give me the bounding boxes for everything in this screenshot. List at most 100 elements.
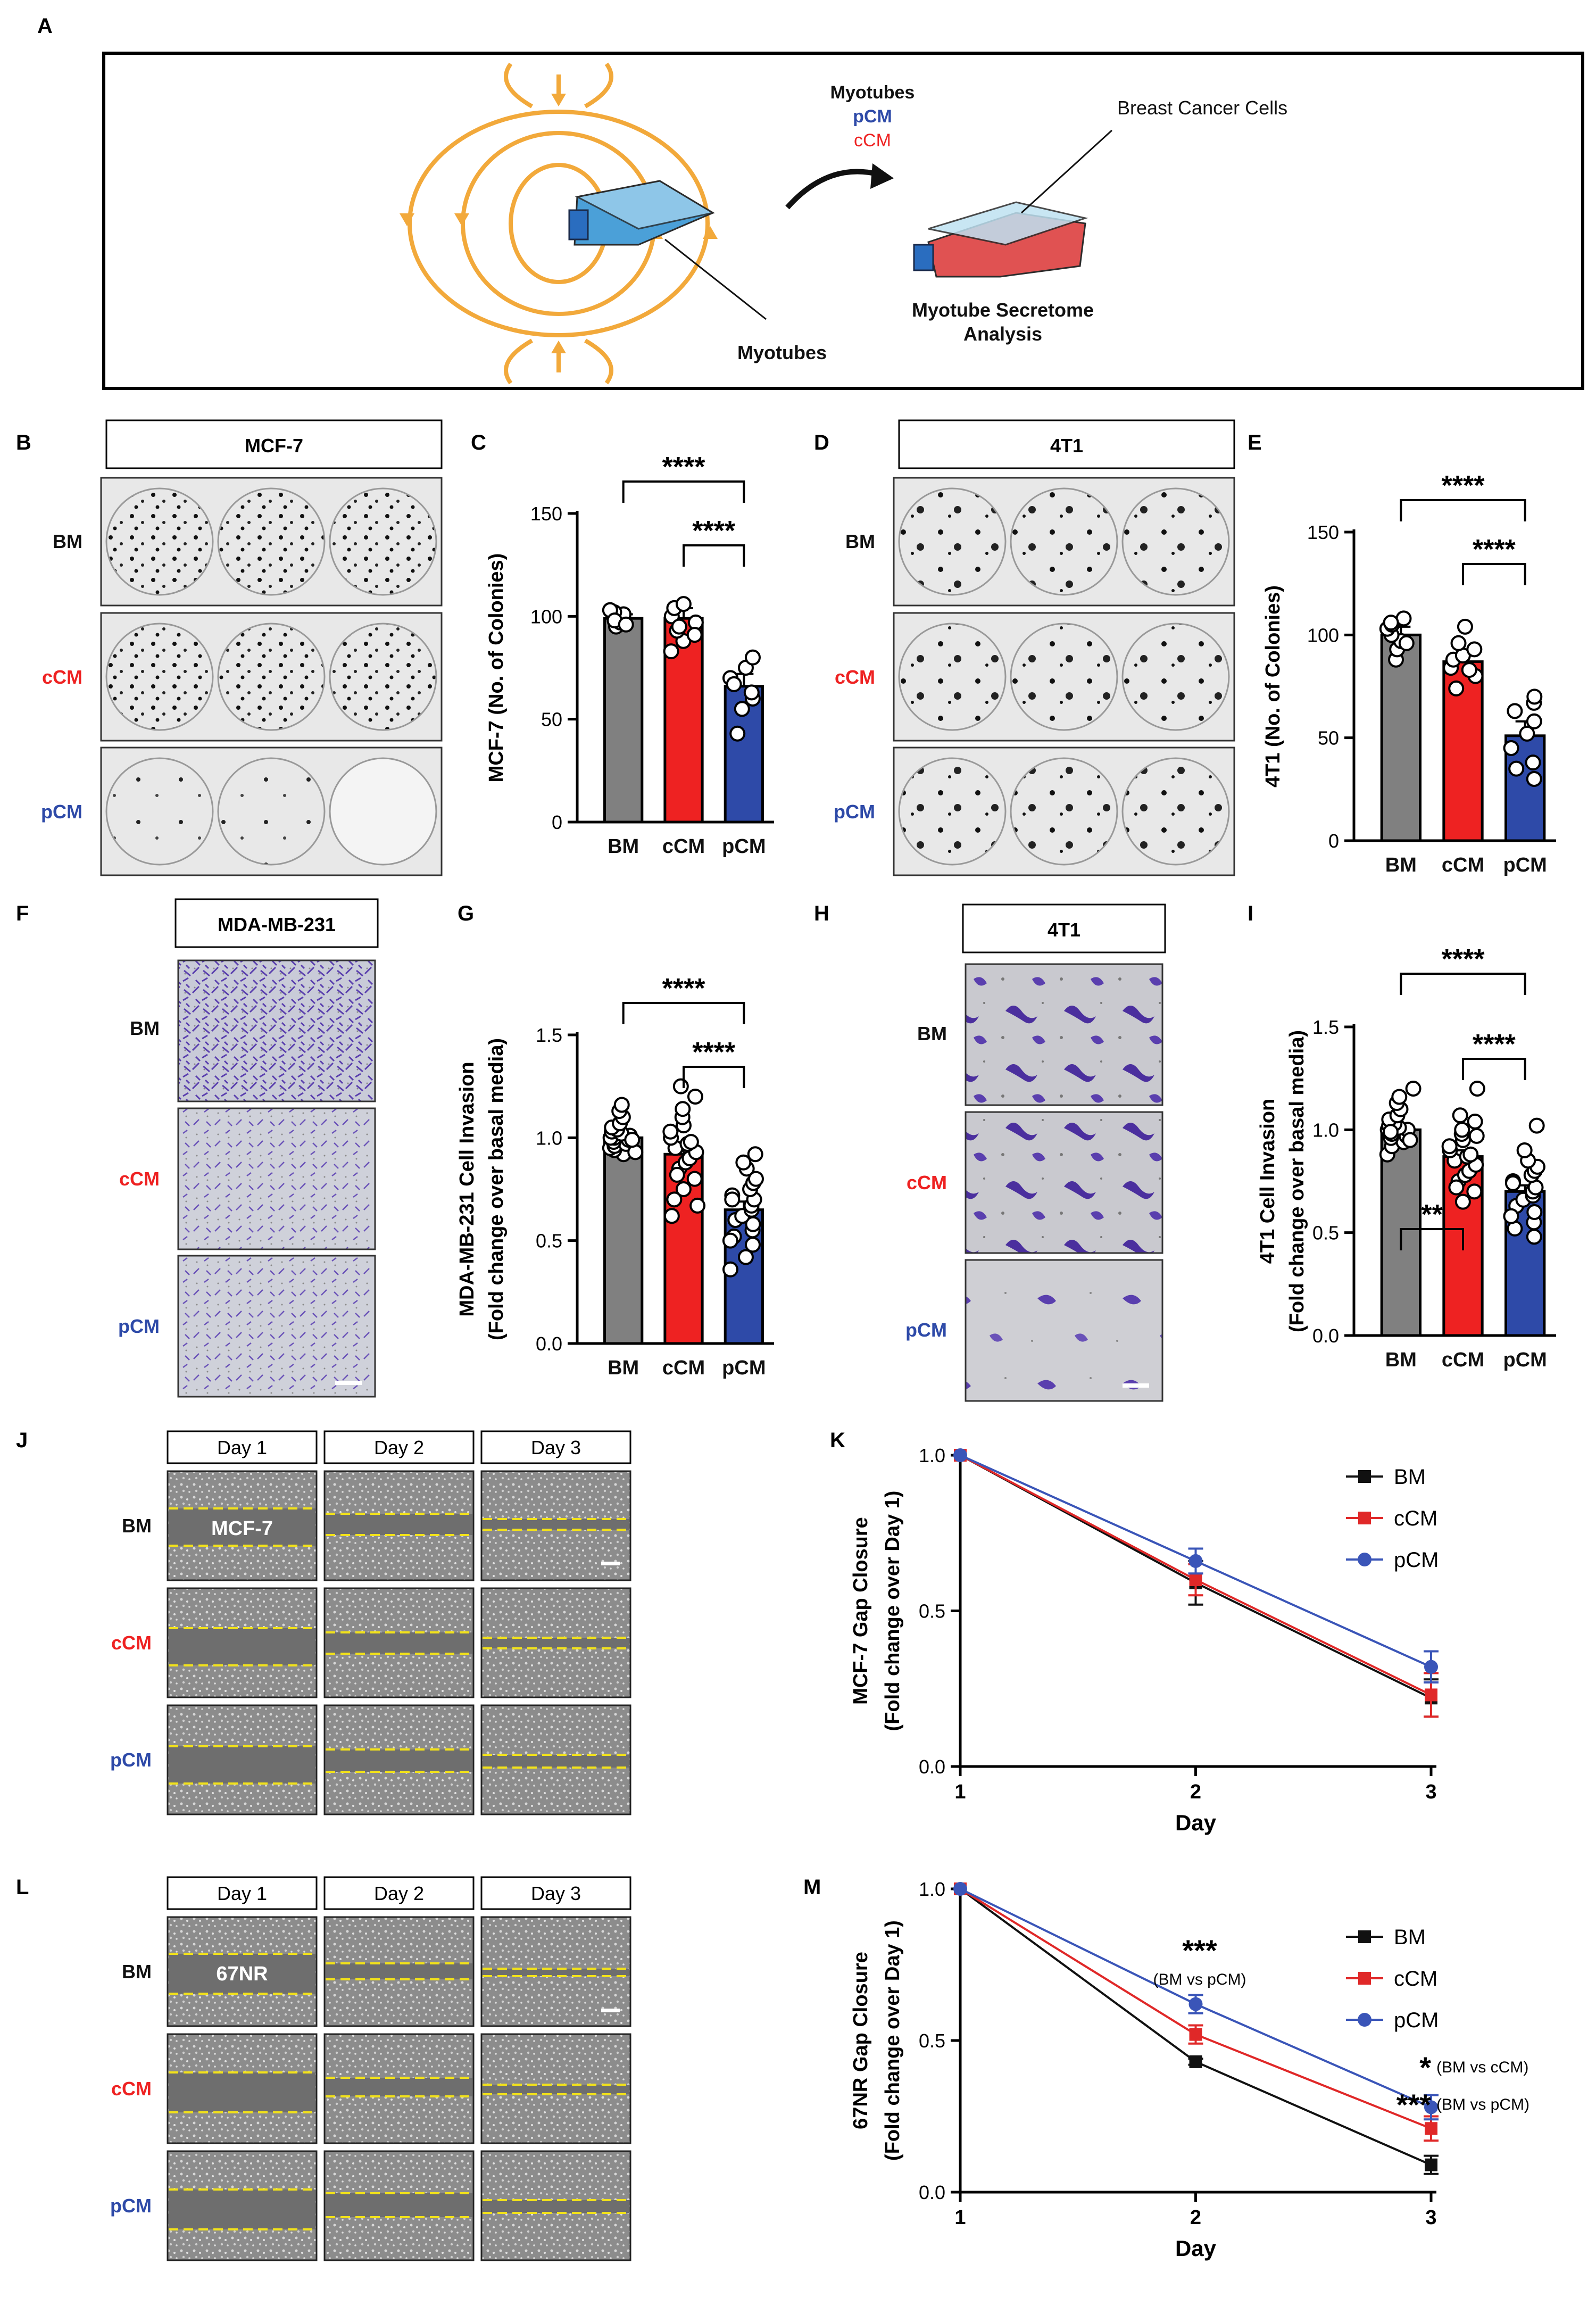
panel-label-B: B xyxy=(16,431,31,454)
data-point-cCM xyxy=(1441,1138,1458,1155)
schematic-analysis-line1: Myotube Secretome xyxy=(912,299,1094,321)
data-point-BM xyxy=(1391,1089,1408,1105)
title-F: MDA-MB-231 xyxy=(218,914,336,935)
x-axis-label: Day xyxy=(1175,1810,1217,1835)
marker-cCM xyxy=(1189,1573,1202,1586)
marker-pCM xyxy=(1424,2100,1438,2114)
panel-label-A: A xyxy=(37,14,53,38)
row-label-cCM-H: cCM xyxy=(907,1172,947,1193)
y-tick-label: 0.0 xyxy=(919,2182,945,2203)
y-tick-label: 50 xyxy=(1318,727,1339,749)
data-point-cCM xyxy=(686,627,703,643)
y-tick-label: 0.0 xyxy=(1312,1325,1339,1347)
data-point-cCM xyxy=(1462,1146,1479,1163)
data-point-pCM xyxy=(1503,740,1519,756)
bar-BM xyxy=(1380,633,1422,842)
data-point-cCM xyxy=(683,1134,699,1150)
y-tick-label: 1.0 xyxy=(536,1127,562,1149)
y-tick-label: 0.5 xyxy=(919,2030,945,2052)
schematic-myotubes-header: Myotubes xyxy=(830,82,915,103)
data-point-cCM xyxy=(1466,1183,1483,1200)
title-B: MCF-7 xyxy=(245,435,303,457)
row-label-pCM-J: pCM xyxy=(110,1749,152,1771)
scale-bar-F xyxy=(335,1381,362,1385)
panel-label-H: H xyxy=(814,902,829,925)
x-tick-label: 2 xyxy=(1190,2207,1201,2229)
data-point-pCM xyxy=(1526,689,1543,705)
scale-bar-J xyxy=(601,1562,620,1565)
row-label-BM-B: BM xyxy=(53,530,82,552)
panel-label-F: F xyxy=(16,902,29,925)
y-tick-label: 0.5 xyxy=(1312,1222,1339,1244)
data-point-pCM xyxy=(1526,1229,1542,1245)
data-point-BM xyxy=(624,1132,641,1148)
significance-stars: **** xyxy=(1473,534,1516,565)
y-axis-label: MCF-7 (No. of Colonies) xyxy=(485,553,508,783)
data-point-pCM xyxy=(1508,760,1525,777)
bar-BM xyxy=(603,1136,644,1345)
legend-marker-BM xyxy=(1358,1930,1371,1943)
x-tick-label-BM: BM xyxy=(608,1357,639,1379)
schematic-myotubes-label: Myotubes xyxy=(737,342,827,363)
cell-label-L: 67NR xyxy=(216,1963,268,1985)
data-point-cCM xyxy=(1467,1113,1483,1130)
y-tick-label: 100 xyxy=(1307,624,1339,646)
data-point-pCM xyxy=(735,1154,752,1171)
data-point-pCM xyxy=(1526,1204,1543,1220)
data-point-pCM xyxy=(1519,725,1535,742)
data-point-pCM xyxy=(724,1191,741,1208)
transfer-arrowhead xyxy=(870,163,894,189)
row-label-cCM-J: cCM xyxy=(111,1632,152,1654)
myotube-flask-icon xyxy=(568,180,716,246)
data-point-pCM xyxy=(747,1171,764,1187)
y-axis-label-line2: (Fold change over Day 1) xyxy=(882,1491,904,1731)
title-box-D xyxy=(898,419,1235,469)
marker-pCM xyxy=(953,1448,967,1462)
y-tick-label: 1.5 xyxy=(1312,1016,1339,1038)
annotation-stars: *** xyxy=(1182,1934,1217,1967)
data-point-pCM xyxy=(726,676,742,692)
y-tick-label: 0.0 xyxy=(536,1333,562,1355)
marker-pCM xyxy=(1188,1997,1203,2011)
significance-bracket xyxy=(622,1002,745,1024)
significance-bracket xyxy=(683,544,745,567)
panel-label-C: C xyxy=(471,431,486,454)
x-axis-label: Day xyxy=(1175,2236,1217,2261)
x-tick-label: 2 xyxy=(1190,1781,1201,1803)
data-point-BM xyxy=(1405,1081,1422,1097)
title-box-F xyxy=(174,898,379,948)
marker-cCM xyxy=(1189,2028,1202,2041)
title-box-H xyxy=(962,903,1166,953)
data-point-pCM xyxy=(1526,713,1542,729)
field-lines xyxy=(408,62,710,385)
x-tick-label-cCM: cCM xyxy=(662,835,705,858)
data-point-pCM xyxy=(1503,1208,1519,1224)
data-point-cCM xyxy=(1466,641,1483,658)
data-point-pCM xyxy=(729,725,746,742)
data-point-BM xyxy=(1398,635,1415,651)
row-label-cCM-D: cCM xyxy=(835,666,875,688)
data-point-pCM xyxy=(722,1232,738,1249)
significance-stars: **** xyxy=(662,973,706,1004)
invasion-images-F xyxy=(177,959,376,1398)
scratch-gaps-L xyxy=(169,1954,629,2229)
row-label-pCM-H: pCM xyxy=(905,1319,947,1341)
row-label-pCM-L: pCM xyxy=(110,2195,152,2217)
data-point-cCM xyxy=(1448,680,1465,696)
annotation-text: (BM vs cCM) xyxy=(1436,2059,1528,2076)
x-tick-label-cCM: cCM xyxy=(1442,1349,1484,1371)
scale-bar-L xyxy=(601,2009,620,2012)
chart-G: 0.0 0.5 1.0 1.5 BM cCM pCM MDA-MB-231 Cell Inva… xyxy=(456,973,774,1379)
y-tick-label: 1.0 xyxy=(919,1878,945,1900)
data-point-cCM xyxy=(669,1166,685,1183)
legend-marker-pCM xyxy=(1358,1553,1371,1566)
row-label-BM-D: BM xyxy=(845,530,875,552)
schematic-ccm: cCM xyxy=(854,130,891,151)
chart-E: 0 50 100 150 BM cCM pCM 4T1 (No. of Colonies) **… xyxy=(1262,470,1556,876)
data-point-cCM xyxy=(663,1208,680,1224)
marker-pCM xyxy=(1188,1554,1203,1568)
data-point-cCM xyxy=(662,1123,679,1140)
marker-pCM xyxy=(953,1882,967,1896)
colony-plates-D xyxy=(893,477,1235,876)
